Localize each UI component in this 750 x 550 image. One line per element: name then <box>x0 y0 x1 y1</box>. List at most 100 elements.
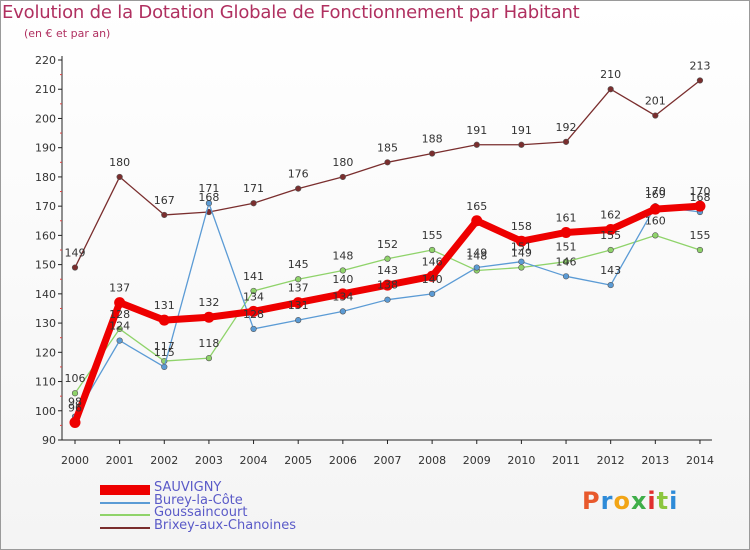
legend-swatch <box>100 485 150 495</box>
line-chart: 90 100 110 120 130 140 150 160 170 180 190 200 210 22… <box>35 54 714 467</box>
x-tick-label: 2001 <box>106 454 134 467</box>
data-point <box>295 185 302 192</box>
data-label: 171 <box>198 182 219 195</box>
data-point <box>429 290 436 297</box>
data-label: 118 <box>198 337 219 350</box>
data-point <box>339 267 346 274</box>
logo-letter: o <box>613 487 631 515</box>
x-tick-label: 2000 <box>61 454 89 467</box>
data-label: 124 <box>109 320 130 333</box>
data-point <box>292 297 304 309</box>
data-label: 148 <box>466 249 487 262</box>
data-point <box>339 173 346 181</box>
data-point <box>250 200 257 207</box>
data-label: 149 <box>466 247 487 260</box>
data-point <box>694 200 706 212</box>
x-tick-label: 2002 <box>150 454 178 467</box>
data-point <box>384 255 391 262</box>
data-label: 167 <box>154 194 175 207</box>
data-point <box>71 264 79 271</box>
data-point <box>652 232 659 239</box>
logo-letter: r <box>600 487 614 515</box>
data-point <box>605 224 617 236</box>
data-label: 155 <box>600 229 621 242</box>
data-label: 149 <box>65 247 86 260</box>
data-point <box>562 138 570 145</box>
data-point <box>205 200 213 207</box>
y-tick-label: 90 <box>42 434 56 447</box>
data-point <box>562 258 570 265</box>
x-tick-label: 2005 <box>284 454 312 467</box>
data-point <box>381 279 393 291</box>
data-point <box>471 215 483 227</box>
data-point <box>429 246 436 254</box>
data-label: 155 <box>422 229 443 242</box>
data-label: 170 <box>689 185 710 198</box>
logo-letter: P <box>582 487 601 515</box>
data-point <box>71 390 79 397</box>
data-label: 168 <box>689 191 710 204</box>
data-label: 137 <box>109 282 130 295</box>
x-tick-label: 2009 <box>463 454 491 467</box>
x-tick-label: 2014 <box>686 454 714 467</box>
logo-letter: x <box>630 487 648 515</box>
data-point <box>339 308 346 315</box>
data-label: 168 <box>198 191 219 204</box>
data-point <box>384 296 391 303</box>
legend-label: Goussaincourt <box>154 505 248 520</box>
data-label: 155 <box>689 229 710 242</box>
data-label: 188 <box>422 133 443 146</box>
data-label: 128 <box>243 308 264 321</box>
y-tick-label: 220 <box>35 54 56 67</box>
data-point <box>607 246 614 254</box>
data-point <box>649 203 661 215</box>
data-label: 134 <box>332 290 353 303</box>
data-label: 192 <box>556 121 577 134</box>
data-point <box>473 141 480 148</box>
legend-swatch <box>100 501 150 504</box>
logo-letter: i <box>669 487 679 515</box>
data-label: 160 <box>645 214 666 227</box>
data-label: 148 <box>332 249 353 262</box>
data-label: 146 <box>422 255 443 268</box>
chart-title: Evolution de la Dotation Globale de Fonc… <box>2 2 580 23</box>
data-label: 171 <box>243 182 264 195</box>
data-label: 152 <box>377 238 398 251</box>
logo-letter: i <box>647 487 657 515</box>
data-label: 162 <box>600 209 621 222</box>
data-label: 96 <box>68 401 82 414</box>
y-tick-label: 170 <box>35 200 56 213</box>
data-label: 115 <box>154 346 175 359</box>
y-tick-label: 130 <box>35 317 56 330</box>
data-label: 180 <box>332 156 353 169</box>
data-label: 146 <box>556 255 577 268</box>
data-point <box>652 112 659 119</box>
data-label: 140 <box>422 273 443 286</box>
data-point <box>248 305 260 317</box>
data-label: 131 <box>154 299 175 312</box>
x-tick-label: 2004 <box>240 454 268 467</box>
data-point <box>295 317 302 324</box>
data-label: 143 <box>377 264 398 277</box>
data-label: 191 <box>511 124 532 137</box>
data-label: 149 <box>511 247 532 260</box>
y-tick-label: 110 <box>35 376 56 389</box>
data-point <box>161 363 168 371</box>
data-label: 132 <box>198 296 219 309</box>
data-point <box>473 264 480 271</box>
legend-label: Burey-la-Côte <box>154 492 243 508</box>
data-point <box>337 288 349 300</box>
y-tick-label: 190 <box>35 142 56 155</box>
data-point <box>696 77 704 84</box>
data-label: 210 <box>600 68 621 81</box>
data-point <box>607 281 614 289</box>
x-tick-label: 2013 <box>641 454 669 467</box>
data-point <box>384 159 391 166</box>
data-label: 137 <box>288 282 309 295</box>
data-point <box>205 355 213 362</box>
data-point <box>69 416 81 428</box>
data-point <box>696 246 704 254</box>
y-tick-label: 120 <box>35 346 56 359</box>
data-label: 161 <box>556 211 577 224</box>
